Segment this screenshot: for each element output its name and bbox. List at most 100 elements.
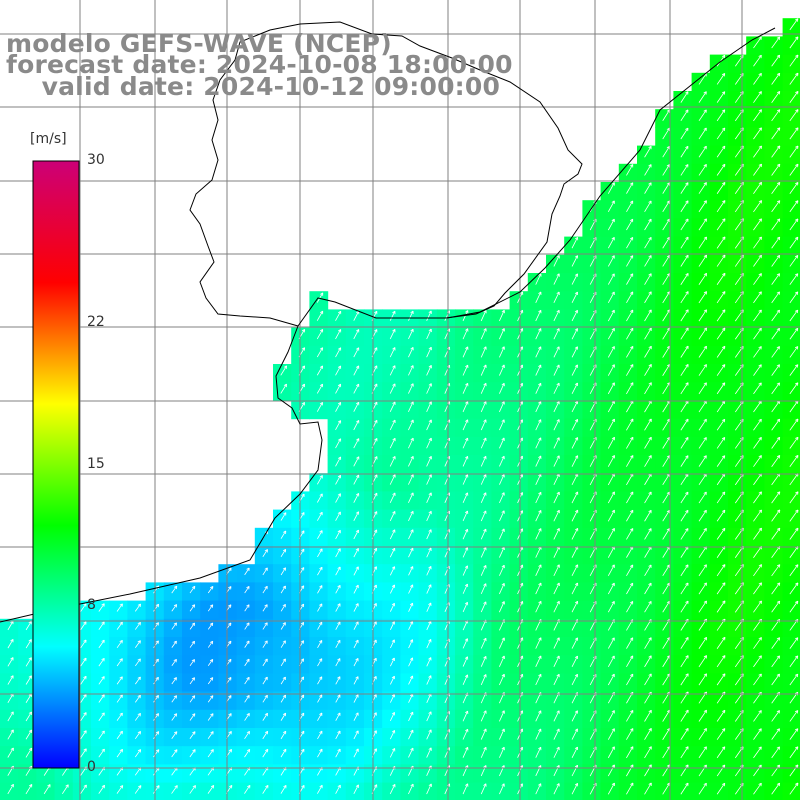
wind-cell [564, 345, 583, 365]
wind-arrow [644, 364, 652, 376]
wind-cell [582, 327, 602, 347]
wind-arrow-head [703, 455, 707, 459]
wind-arrow-head [410, 547, 414, 552]
wind-arrow-head [282, 694, 286, 699]
wind-arrow [698, 291, 707, 304]
wind-arrow [553, 546, 560, 558]
wind-arrow-head [629, 655, 634, 659]
wind-cell [637, 400, 656, 420]
wind-arrow [98, 785, 105, 794]
wind-cell [582, 345, 602, 365]
wind-arrow [753, 163, 762, 176]
wind-arrow-head [392, 383, 396, 387]
wind-arrow-head [10, 638, 14, 643]
wind-arrow [771, 637, 780, 649]
wind-cell [618, 582, 638, 602]
wind-arrow [98, 658, 105, 667]
wind-cell [564, 273, 583, 292]
wind-arrow-head [703, 746, 707, 750]
wind-arrow-head [337, 712, 341, 716]
wind-arrow-head [155, 713, 159, 717]
wind-arrow-head [228, 586, 232, 590]
wind-arrow-head [209, 677, 214, 681]
wind-arrow-head [758, 600, 762, 604]
wind-arrow-head [119, 748, 123, 753]
wind-arrow-head [703, 218, 707, 222]
wind-arrow [553, 273, 560, 285]
wind-arrow-head [101, 639, 105, 644]
wind-arrow [553, 255, 560, 267]
wind-arrow [408, 747, 414, 758]
wind-arrow-head [758, 364, 762, 368]
wind-arrow-head [722, 564, 726, 568]
wind-arrow-head [794, 600, 799, 605]
wind-cell [746, 182, 765, 201]
wind-arrow-head [648, 436, 652, 441]
wind-cell [200, 600, 219, 620]
wind-cell [273, 673, 292, 693]
wind-arrow-head [264, 676, 268, 681]
wind-arrow [317, 748, 323, 758]
wind-arrow [716, 582, 726, 595]
wind-arrow [116, 621, 123, 630]
wind-cell [691, 309, 711, 329]
wind-cell [182, 582, 201, 602]
colorbar-tick-label: 15 [87, 455, 105, 472]
wind-arrow-head [611, 327, 615, 332]
wind-arrow [25, 621, 32, 631]
wind-cell [618, 618, 638, 638]
wind-cell [546, 473, 565, 492]
wind-arrow-head [374, 419, 378, 424]
wind-arrow-head [10, 729, 14, 733]
wind-arrow [335, 438, 342, 449]
wind-arrow-head [428, 675, 432, 679]
wind-arrow [607, 291, 615, 303]
wind-arrow-head [501, 309, 505, 314]
wind-arrow-head [538, 437, 542, 441]
wind-cell [273, 527, 292, 547]
wind-arrow [189, 604, 196, 612]
wind-arrow [134, 658, 141, 667]
wind-cell [746, 709, 765, 729]
wind-arrow [607, 200, 615, 213]
wind-arrow [771, 655, 780, 668]
wind-arrow-head [611, 255, 615, 259]
wind-arrow-head [464, 583, 469, 588]
wind-arrow [716, 182, 726, 194]
wind-arrow [116, 785, 124, 794]
wind-arrow-head [721, 728, 726, 732]
wind-arrow [698, 600, 707, 613]
wind-arrow-head [374, 401, 378, 406]
wind-arrow-head [611, 673, 615, 678]
wind-arrow-head [776, 236, 781, 241]
wind-cell [709, 509, 729, 529]
wind-arrow-head [428, 310, 432, 314]
wind-cell [709, 145, 729, 165]
wind-cell [618, 218, 638, 238]
wind-cell [709, 91, 729, 110]
wind-cell [746, 236, 765, 256]
wind-arrow-head [538, 291, 542, 295]
wind-cell [691, 491, 711, 511]
wind-arrow-head [758, 673, 762, 677]
wind-cell [764, 291, 784, 310]
wind-arrow-head [101, 748, 105, 753]
wind-cell [109, 746, 128, 765]
wind-arrow-head [282, 622, 286, 626]
wind-cell [291, 491, 310, 511]
wind-arrow [571, 364, 578, 376]
wind-arrow-head [337, 474, 341, 479]
wind-arrow-head [319, 292, 324, 296]
wind-cell [345, 618, 365, 638]
wind-arrow-head [392, 401, 396, 405]
wind-cell [673, 163, 693, 183]
wind-cell [673, 709, 693, 729]
wind-arrow [444, 492, 450, 503]
wind-arrow [698, 200, 707, 213]
wind-arrow-head [191, 585, 196, 590]
wind-arrow [662, 109, 670, 122]
wind-arrow [771, 400, 780, 413]
wind-arrow [462, 474, 468, 485]
wind-arrow-head [758, 72, 762, 77]
wind-arrow-head [758, 54, 762, 59]
